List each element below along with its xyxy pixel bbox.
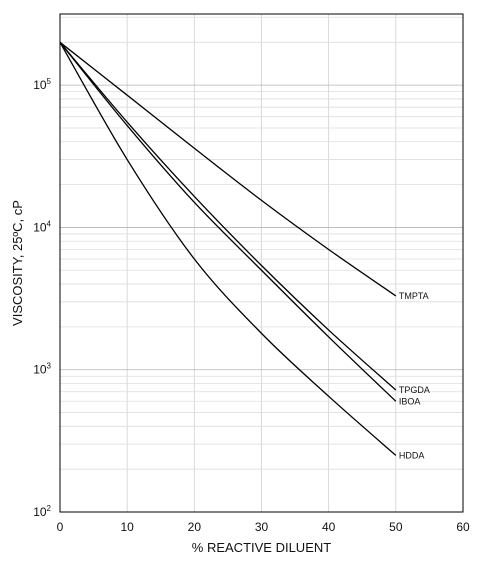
y-tick-base: 10: [33, 363, 47, 377]
series-line-tpgda: [59, 41, 397, 391]
series-label-tpgda: TPGDA: [399, 385, 430, 395]
x-tick-label: 30: [255, 520, 269, 534]
y-tick-base: 10: [33, 220, 47, 234]
x-tick-label: 60: [456, 520, 470, 534]
series-label-iboa: IBOA: [399, 396, 421, 406]
y-axis-label: VISCOSITY, 25ºC, cP: [10, 200, 25, 326]
x-tick-label: 0: [57, 520, 64, 534]
y-tick-label: 102: [33, 504, 51, 519]
series-line-hdda: [59, 41, 397, 456]
x-axis-label: % REACTIVE DILUENT: [192, 540, 331, 555]
y-tick-exponent: 3: [47, 362, 52, 371]
y-tick-base: 10: [33, 78, 47, 92]
x-tick-label: 50: [389, 520, 403, 534]
series-label-hdda: HDDA: [399, 450, 425, 460]
y-tick-label: 105: [33, 77, 51, 92]
y-tick-base: 10: [33, 505, 47, 519]
plot-frame: [59, 13, 464, 513]
series-line-iboa: [59, 41, 397, 402]
y-tick-label: 104: [33, 219, 51, 234]
series-lines: [59, 41, 397, 456]
x-tick-label: 40: [322, 520, 336, 534]
x-tick-label: 20: [188, 520, 202, 534]
x-tick-label: 10: [120, 520, 134, 534]
y-tick-exponent: 5: [47, 77, 52, 86]
x-tick-labels: 0 10 20 30 40 50 60: [57, 520, 470, 534]
y-tick-exponent: 2: [47, 504, 52, 513]
grid-lines: [60, 14, 463, 512]
y-tick-label: 103: [33, 362, 51, 377]
series-label-tmpta: TMPTA: [399, 291, 429, 301]
series-line-tmpta: [59, 41, 397, 297]
y-tick-exponent: 4: [47, 219, 52, 228]
